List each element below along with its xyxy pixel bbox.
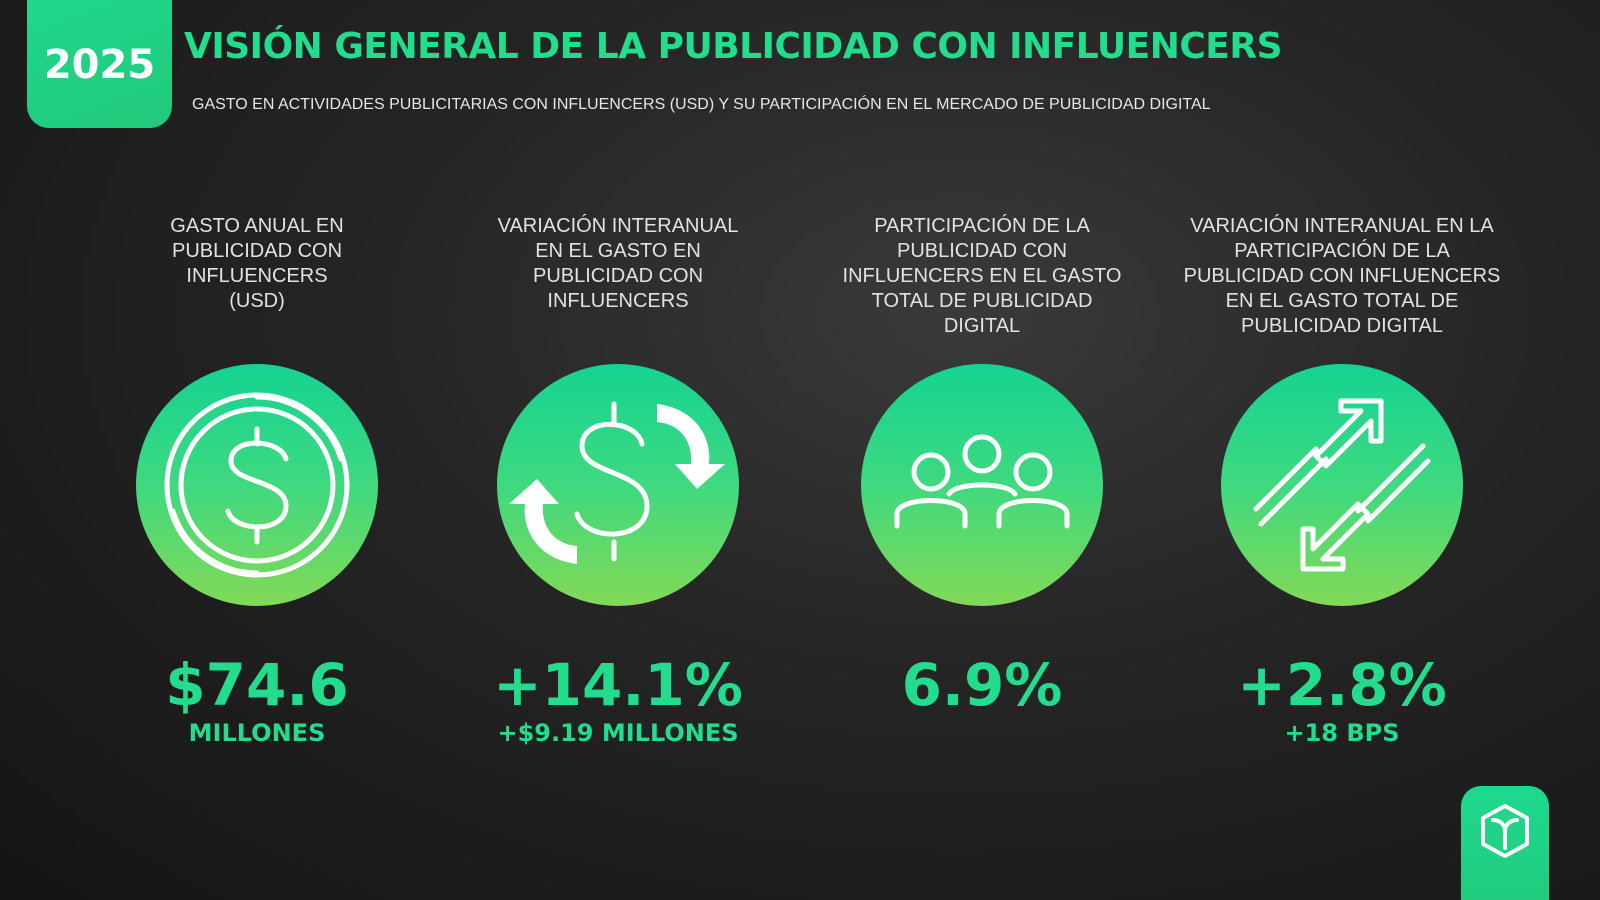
label-line: INFLUENCERS <box>186 265 328 287</box>
metric-label: GASTO ANUAL EN PUBLICIDAD CON INFLUENCERS (… <box>97 214 417 364</box>
icon <box>1221 364 1463 606</box>
metric-value: +14.1% <box>493 651 743 719</box>
label-line: PARTICIPACIÓN DE LA <box>874 215 1090 237</box>
metric-label: PARTICIPACIÓN DE LA PUBLICIDAD CON INFLUEN… <box>822 214 1142 364</box>
metric-sublabel: +18 BPS <box>1284 719 1400 747</box>
label-line: EN EL GASTO EN <box>535 240 701 262</box>
metric-sublabel: +$9.19 MILLONES <box>497 719 739 747</box>
metric-card: VARIACIÓN INTERANUAL EN LA PARTICIPACIÓN … <box>1182 214 1502 747</box>
label-line: INFLUENCERS <box>547 290 689 312</box>
label-line: INFLUENCERS EN EL GASTO <box>842 265 1122 287</box>
label-line: TOTAL DE PUBLICIDAD <box>871 290 1093 312</box>
metric-card: GASTO ANUAL EN PUBLICIDAD CON INFLUENCERS (… <box>97 214 417 747</box>
metric-value: +2.8% <box>1237 651 1447 719</box>
label-line: EN EL GASTO TOTAL DE <box>1225 290 1459 312</box>
label-line: PUBLICIDAD DIGITAL <box>1241 315 1443 337</box>
label-line: VARIACIÓN INTERANUAL EN LA <box>1190 215 1494 237</box>
subtitle: GASTO EN ACTIVIDADES PUBLICITARIAS CON I… <box>192 96 1211 113</box>
label-line: (USD) <box>229 290 285 312</box>
icon <box>497 364 739 606</box>
metric-card: VARIACIÓN INTERANUAL EN EL GASTO EN PUBLIC… <box>458 214 778 747</box>
metric-label: VARIACIÓN INTERANUAL EN LA PARTICIPACIÓN … <box>1182 214 1502 364</box>
title: VISIÓN GENERAL DE LA PUBLICIDAD CON INFL… <box>184 26 1283 67</box>
icon <box>136 364 378 606</box>
metric-label: VARIACIÓN INTERANUAL EN EL GASTO EN PUBLIC… <box>458 214 778 364</box>
label-line: PUBLICIDAD CON <box>171 240 343 262</box>
metric-card: PARTICIPACIÓN DE LA PUBLICIDAD CON INFLUEN… <box>822 214 1142 719</box>
label-line: PUBLICIDAD CON <box>896 240 1068 262</box>
year-badge <box>27 0 172 128</box>
label-line: GASTO ANUAL EN <box>170 215 344 237</box>
metric-sublabel: MILLONES <box>188 719 326 747</box>
metric-value: $74.6 <box>165 651 349 719</box>
label-line: DIGITAL <box>943 315 1021 337</box>
logo <box>1461 786 1549 900</box>
icon <box>861 364 1103 606</box>
label-line: PUBLICIDAD CON <box>532 265 704 287</box>
label-line: VARIACIÓN INTERANUAL <box>497 215 739 237</box>
label-line: PARTICIPACIÓN DE LA <box>1234 240 1450 262</box>
metric-value: 6.9% <box>901 651 1063 719</box>
logo-icon <box>1481 804 1529 858</box>
label-line: PUBLICIDAD CON INFLUENCERS <box>1183 265 1501 287</box>
year: 2025 <box>43 42 156 88</box>
